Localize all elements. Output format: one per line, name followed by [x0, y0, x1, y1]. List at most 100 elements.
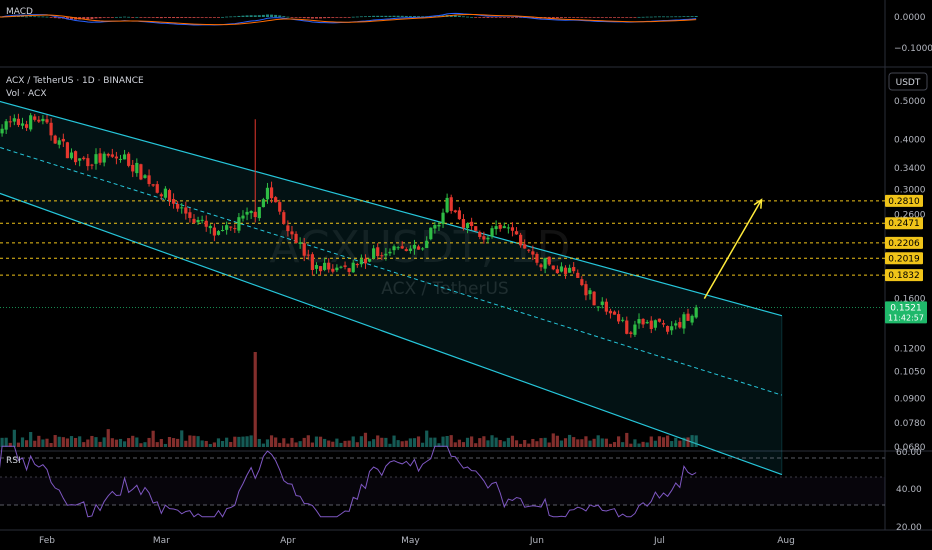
- candle-body-2025-04-07: [310, 254, 314, 270]
- candle-body-2025-04-28: [396, 247, 400, 249]
- volume-bar-2025-03-04: [171, 438, 176, 447]
- volume-bar-2025-04-17: [351, 436, 355, 447]
- macd-hist-bar: [249, 15, 253, 17]
- volume-bar-2025-02-01: [45, 438, 49, 447]
- macd-hist-bar: [384, 15, 388, 17]
- candle-body-2025-06-18: [604, 301, 608, 312]
- rsi-pane[interactable]: RSI 60.00 40.00 20.00: [0, 445, 922, 533]
- volume-bar-2025-02-11: [86, 439, 90, 447]
- rsi-line: [0, 445, 697, 518]
- macd-hist-bar: [351, 16, 355, 18]
- volume-bar-2025-05-19: [482, 436, 486, 447]
- time-tick-may: May: [401, 536, 420, 546]
- regression-channel[interactable]: [0, 94, 783, 476]
- macd-hist-bar: [645, 16, 649, 18]
- candle-body-2025-05-31: [531, 251, 535, 255]
- volume-bar-2025-03-21: [241, 436, 245, 447]
- channel-lower-line[interactable]: [0, 184, 783, 476]
- macd-hist-bar: [613, 17, 617, 18]
- macd-hist-bar: [584, 17, 588, 18]
- candle-body-2025-04-11: [327, 262, 331, 270]
- volume-bar-2025-05-23: [498, 440, 502, 447]
- macd-hist-bar: [192, 17, 196, 18]
- volume-bar-2025-06-14: [588, 440, 592, 447]
- volume-bar-2025-01-24: [12, 429, 16, 447]
- currency-button[interactable]: [888, 72, 928, 91]
- volume-bar-2025-05-01: [408, 438, 412, 447]
- volume-bar-2025-04-30: [404, 440, 408, 447]
- channel-upper-line[interactable]: [0, 94, 783, 317]
- price-axis[interactable]: 0.5000 0.4000 0.3400 0.3000 0.2600 0.1600 0.12…: [894, 97, 926, 453]
- volume-bar-2025-04-13: [335, 438, 339, 447]
- macd-hist-bar: [286, 16, 290, 18]
- candle-body-2025-07-01: [657, 318, 662, 322]
- macd-hist-bar: [90, 17, 94, 20]
- candle-body-2025-05-16: [470, 221, 474, 227]
- candle-body-2025-05-28: [519, 234, 523, 246]
- price-tick-label: 0.0680: [894, 443, 926, 453]
- time-tick-aug: Aug: [777, 536, 795, 546]
- projection-arrow[interactable]: [703, 199, 763, 299]
- macd-hist-bar: [551, 17, 555, 19]
- candle-body-2025-05-20: [486, 237, 490, 240]
- candle-body-2025-05-11: [449, 197, 453, 211]
- time-axis[interactable]: Feb Mar Apr May Jun Jul Aug: [39, 536, 795, 546]
- main-pane[interactable]: ACXUSDT, 1D ACX / TetherUS 0.28100.24710…: [0, 72, 928, 476]
- macd-hist-bar: [490, 17, 494, 18]
- macd-hist-bar: [653, 16, 657, 18]
- volume-bar-2025-05-10: [445, 435, 449, 447]
- macd-hist-bar: [94, 17, 98, 19]
- macd-hist-bar: [282, 16, 286, 17]
- candle-body-2025-04-21: [367, 258, 372, 262]
- volume-bar-2025-02-12: [90, 435, 94, 447]
- candle-body-2025-04-30: [404, 249, 408, 251]
- volume-bar-2025-04-08: [314, 436, 319, 447]
- volume-bar-2025-02-18: [114, 439, 119, 447]
- candle-body-2025-01-26: [20, 123, 25, 126]
- volume-bar-2025-05-07: [433, 437, 437, 447]
- macd-hist-bar: [404, 15, 408, 17]
- volume-bar-2025-02-10: [82, 442, 86, 447]
- candle-body-2025-06-06: [555, 269, 559, 274]
- macd-pane[interactable]: MACD 0.0000 −0.1000: [0, 7, 932, 54]
- macd-hist-bar: [547, 17, 551, 19]
- volume-bar-2025-04-26: [388, 443, 392, 447]
- candle-body-2025-06-19: [608, 310, 613, 314]
- candle-body-2025-03-05: [176, 204, 180, 209]
- candle-body-2025-03-07: [184, 207, 188, 214]
- volume-bar-2025-04-14: [339, 442, 343, 447]
- candle-body-2025-06-26: [637, 319, 641, 324]
- volume-bar-2025-06-02: [539, 438, 543, 447]
- candle-body-2025-05-09: [441, 212, 445, 225]
- macd-hist-bar: [139, 17, 143, 18]
- candle-body-2025-06-25: [633, 324, 637, 335]
- macd-hist-bar: [163, 17, 167, 18]
- macd-hist-bar: [392, 15, 396, 17]
- macd-hist-bar: [343, 17, 347, 18]
- volume-bar-2025-03-19: [233, 436, 237, 447]
- price-tick-label: 0.3400: [894, 164, 926, 174]
- candle-body-2025-04-10: [323, 262, 327, 270]
- volume-bar-2025-04-16: [347, 440, 351, 447]
- candle-body-2025-03-15: [216, 231, 221, 235]
- level-tag-0.2471: [885, 217, 923, 230]
- channel-median-line[interactable]: [0, 139, 783, 396]
- candle-body-2025-01-24: [12, 118, 16, 122]
- candle-body-2025-02-28: [155, 184, 159, 193]
- candle-body-2025-07-02: [661, 323, 666, 325]
- volume-bar-2025-03-16: [220, 441, 225, 447]
- volume-bar-2025-06-04: [547, 442, 551, 447]
- volume-bar-2025-03-12: [204, 440, 208, 447]
- macd-hist-bar: [143, 17, 147, 18]
- macd-hist-bar: [180, 17, 184, 18]
- candle-body-2025-05-13: [457, 210, 461, 220]
- volume-bar-2025-05-08: [437, 443, 441, 447]
- last-price-tag: [885, 301, 927, 324]
- currency-label: USDT: [896, 78, 921, 88]
- horizontal-levels[interactable]: 0.2810 0.2471 0.2206 0.2019 0.1832 0.152111:4…: [0, 194, 927, 324]
- macd-hist-bar: [515, 17, 519, 18]
- candle-body-2025-01-21: [0, 128, 4, 134]
- volume-bar-2025-06-07: [559, 440, 564, 447]
- candle-body-2025-06-08: [563, 267, 568, 274]
